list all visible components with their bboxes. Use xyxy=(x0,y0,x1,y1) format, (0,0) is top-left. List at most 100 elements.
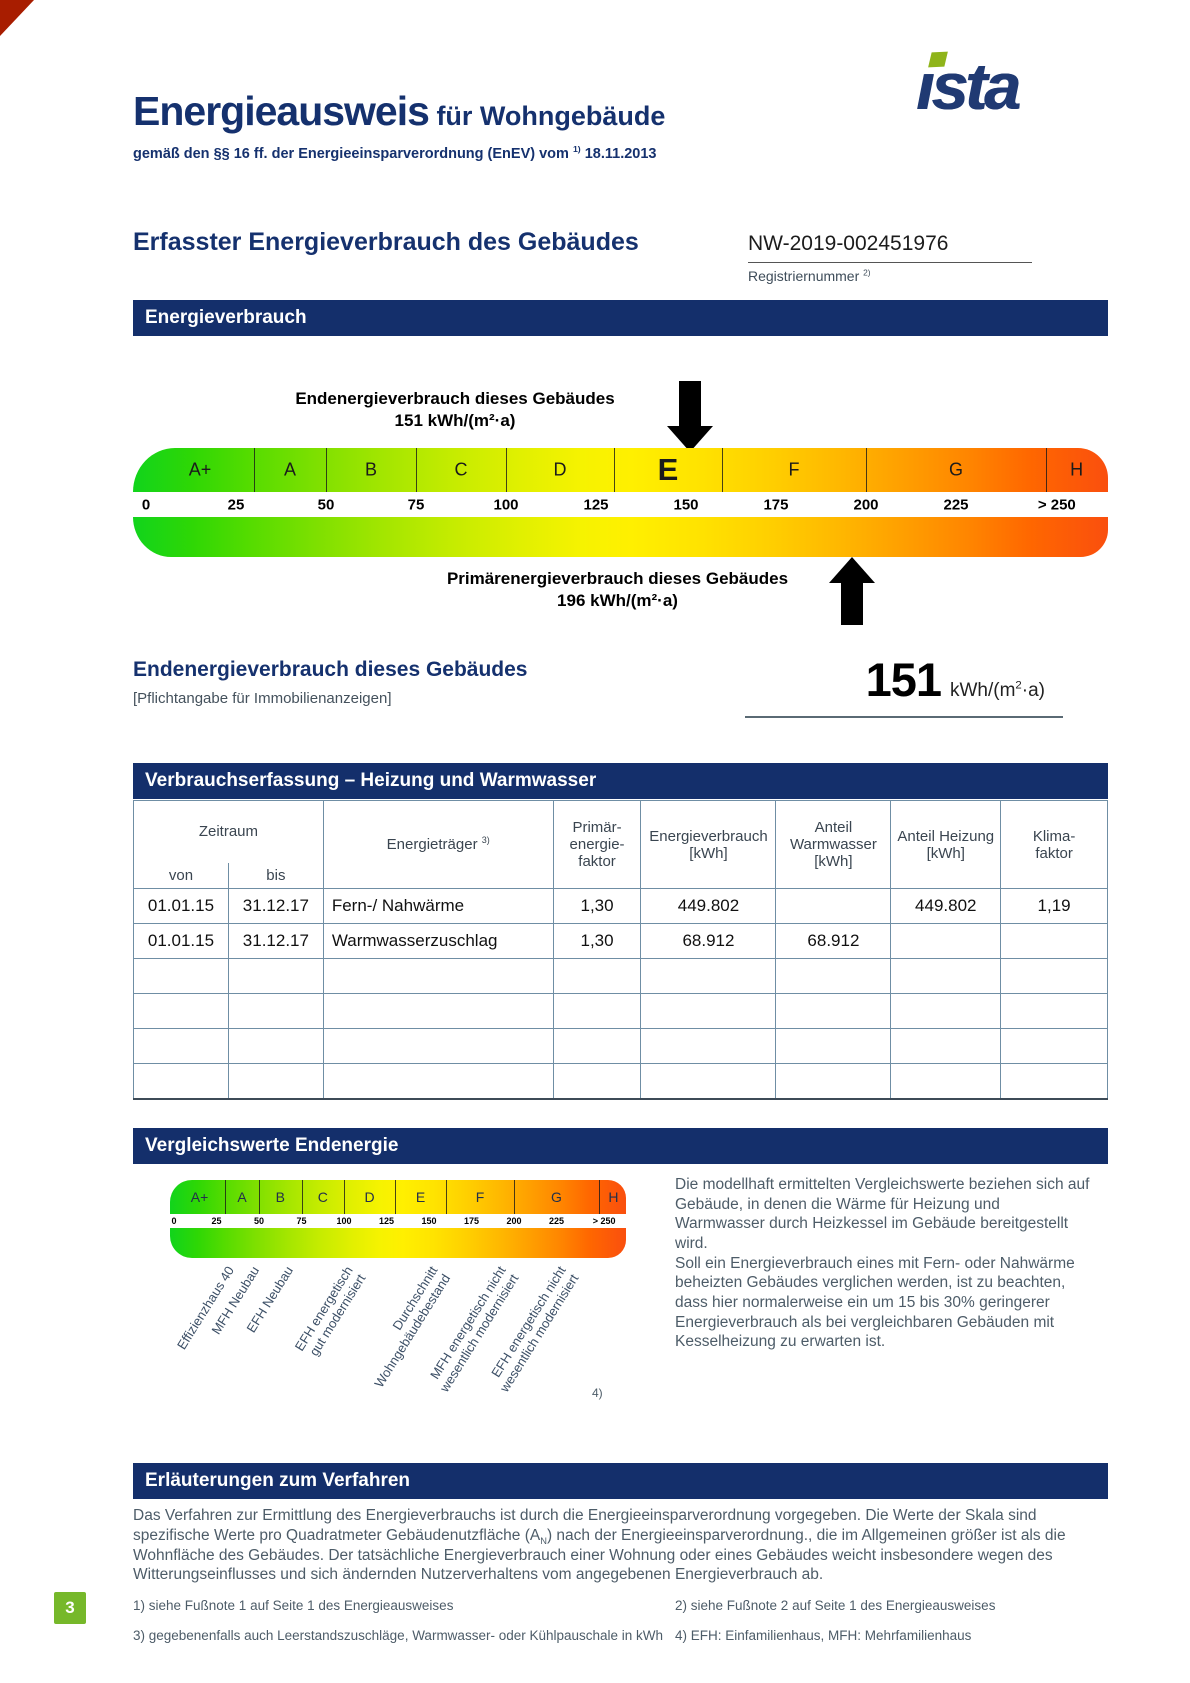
end-energy-arrow xyxy=(666,381,713,452)
table-row: 01.01.15 31.12.17 Fern-/ Nahwärme 1,30 449.8… xyxy=(133,888,1108,924)
col-header-energieverbrauch: Energieverbrauch [kWh] xyxy=(640,800,777,889)
scale-band-label-F: F xyxy=(475,1189,485,1205)
document-subtitle: gemäß den §§ 16 ff. der Energieeinsparve… xyxy=(133,144,657,162)
table-row xyxy=(133,993,1108,1029)
unit-prefix: kWh/(m xyxy=(949,680,1016,701)
table-cell xyxy=(133,958,229,994)
energietraeger-footnote-ref: 3) xyxy=(481,835,490,845)
col-header-primaerfaktor: Primär- energie- faktor xyxy=(552,800,642,889)
scale-tick: 175 xyxy=(463,1216,480,1226)
comparison-paragraph-2: Soll ein Energieverbrauch eines mit Fern… xyxy=(675,1254,1075,1351)
scale-tick: 175 xyxy=(763,496,789,513)
banner-verbrauchserfassung: Verbrauchserfassung – Heizung und Warmwa… xyxy=(133,763,1108,799)
end-energy-subheading: [Pflichtangabe für Immobilienanzeigen] xyxy=(133,690,392,707)
table-cell xyxy=(227,993,324,1029)
comparison-scale-ticks: 0 25 50 75 100 125 150 175 200 225 > 250 xyxy=(170,1214,626,1228)
section-heading: Erfasster Energieverbrauch des Gebäudes xyxy=(133,228,639,256)
arrow-shaft xyxy=(678,381,701,426)
table-cell: 68.912 xyxy=(640,923,777,959)
consumption-table-header: Zeitraum Energieträger 3) Primär- energi… xyxy=(133,800,1108,889)
table-cell xyxy=(775,958,892,994)
table-cell: 449.802 xyxy=(890,888,1002,924)
table-row: 01.01.15 31.12.17 Warmwasserzuschlag 1,30 68… xyxy=(133,923,1108,959)
table-cell xyxy=(775,1063,892,1099)
energy-scale-ticks: 0 25 50 75 100 125 150 175 200 225 > 250 xyxy=(133,492,1108,517)
scale-band-label-G: G xyxy=(551,1189,562,1205)
end-energy-marker-line2: 151 kWh/(m²·a) xyxy=(394,411,516,431)
consumption-table: Zeitraum Energieträger 3) Primär- energi… xyxy=(133,800,1108,1100)
corner-mark xyxy=(0,0,34,36)
table-cell xyxy=(890,993,1002,1029)
table-cell xyxy=(640,1063,777,1099)
banner-vergleichswerte: Vergleichswerte Endenergie xyxy=(133,1128,1108,1164)
explanation-subscript: N xyxy=(540,1535,547,1546)
table-cell xyxy=(552,1063,642,1099)
energietraeger-text: Energieträger xyxy=(386,836,482,853)
table-cell xyxy=(227,1028,324,1064)
footnote-4: 4) EFH: Einfamilienhaus, MFH: Mehrfamili… xyxy=(675,1628,972,1643)
col-header-zeitraum: Zeitraum xyxy=(133,800,324,863)
scale-band-divider xyxy=(344,1180,345,1214)
end-energy-unit: kWh/(m2·a) xyxy=(950,680,1045,702)
unit-superscript: 2 xyxy=(1015,679,1022,692)
table-cell xyxy=(1000,958,1108,994)
subtitle-text: gemäß den §§ 16 ff. der Energieeinsparve… xyxy=(133,146,573,162)
scale-tick: 75 xyxy=(296,1216,307,1226)
subtitle-footnote-ref: 1) xyxy=(572,144,581,155)
table-cell xyxy=(775,993,892,1029)
table-cell xyxy=(552,958,642,994)
primary-energy-arrow xyxy=(828,557,875,625)
table-cell xyxy=(227,958,324,994)
comparison-text: Die modellhaft ermittelten Vergleichswer… xyxy=(675,1175,1090,1352)
scale-band-divider xyxy=(416,448,417,492)
table-cell xyxy=(775,888,892,924)
col-header-energietraeger: Energieträger 3) xyxy=(322,800,554,889)
scale-tick: 200 xyxy=(506,1216,522,1226)
scale-band-divider xyxy=(866,448,867,492)
end-energy-heading: Endenergieverbrauch dieses Gebäudes xyxy=(133,658,528,681)
registration-number: NW-2019-002451976 xyxy=(748,232,949,255)
banner-erlaeuterungen: Erläuterungen zum Verfahren xyxy=(133,1463,1108,1499)
scale-band-divider xyxy=(599,1180,600,1214)
scale-band-label-A+: A+ xyxy=(190,1189,209,1205)
table-cell xyxy=(890,1028,1002,1064)
energy-scale: A+ A B C D E F G H 0 25 50 75 100 125 150 175 200 225 > 25… xyxy=(133,448,1108,557)
table-cell xyxy=(1000,1063,1108,1099)
explanation-part2: ) nach der Energieeinsparverordnung., di… xyxy=(133,1526,1066,1584)
scale-tick: 75 xyxy=(407,496,425,513)
table-cell xyxy=(552,993,642,1029)
scale-tick: > 250 xyxy=(1037,496,1076,513)
table-cell: 01.01.15 xyxy=(133,888,229,924)
scale-band-label-E: E xyxy=(657,452,679,487)
scale-band-label-A: A xyxy=(283,459,297,480)
scale-tick: 50 xyxy=(317,496,335,513)
scale-tick: 150 xyxy=(421,1216,437,1226)
table-cell xyxy=(133,993,229,1029)
document-title: Energieausweis für Wohngebäude xyxy=(133,88,665,135)
table-cell xyxy=(322,958,554,994)
scale-tick: 200 xyxy=(853,496,879,513)
primary-energy-marker-label: Primärenergieverbrauch dieses Gebäudes 1… xyxy=(420,568,815,613)
comparison-paragraph-1: Die modellhaft ermittelten Vergleichswer… xyxy=(675,1176,1090,1253)
scale-band-label-C: C xyxy=(317,1189,328,1205)
registration-underline xyxy=(748,262,1032,263)
scale-band-label-C: C xyxy=(454,459,468,480)
table-cell: 68.912 xyxy=(775,923,892,959)
subtitle-date: 18.11.2013 xyxy=(580,146,657,162)
scale-tick: 100 xyxy=(336,1216,352,1226)
scale-tick: > 250 xyxy=(592,1216,616,1226)
scale-band-divider xyxy=(514,1180,515,1214)
table-cell xyxy=(227,1063,324,1099)
table-cell: 31.12.17 xyxy=(227,923,324,959)
comparison-reference-label: EFH energetisch gut modernisiert xyxy=(291,1263,369,1359)
scale-tick: 50 xyxy=(253,1216,265,1226)
scale-band-label-A: A xyxy=(237,1189,247,1205)
scale-band-divider xyxy=(722,448,723,492)
table-cell xyxy=(640,958,777,994)
table-cell: 1,19 xyxy=(1000,888,1108,924)
table-cell: Warmwasserzuschlag xyxy=(322,923,554,959)
scale-tick: 225 xyxy=(548,1216,565,1226)
scale-band-label-D: D xyxy=(553,459,567,480)
table-cell xyxy=(890,958,1002,994)
